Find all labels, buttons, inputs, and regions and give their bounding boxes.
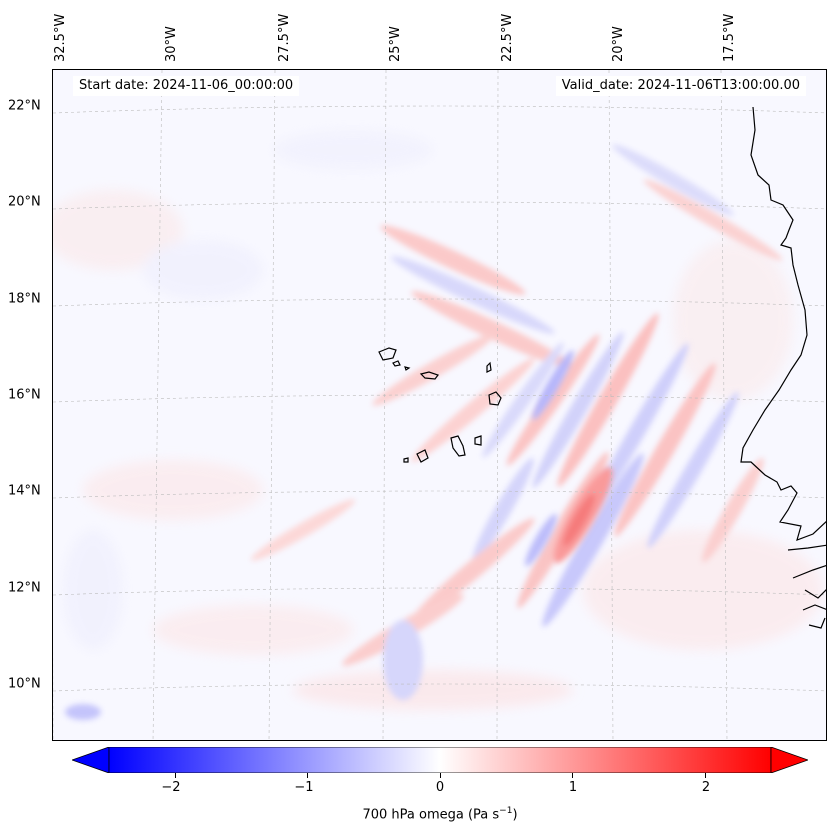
lat-label-18n: 18°N xyxy=(8,291,41,307)
colorbar-tick-label: 1 xyxy=(568,780,578,795)
island-sal xyxy=(486,361,492,373)
lat-label-16n: 16°N xyxy=(8,387,41,403)
lat-label-22n: 22°N xyxy=(8,98,41,114)
colorbar-tick-mark xyxy=(175,773,176,778)
lon-label-22.5w: 22.5°W xyxy=(500,13,515,62)
colorbar-extend-low xyxy=(70,746,110,774)
omega-shading xyxy=(53,70,826,740)
island-fogo xyxy=(416,449,429,463)
island-sao-vicente xyxy=(392,360,401,367)
colorbar-tick-mark xyxy=(705,773,706,778)
colorbar-tick-mark xyxy=(440,773,441,778)
colorbar xyxy=(70,746,810,774)
lat-label-12n: 12°N xyxy=(8,580,41,596)
colorbar-tick-label: 2 xyxy=(701,780,711,795)
parallel-gridline xyxy=(53,587,826,596)
colorbar-extend-high xyxy=(770,746,810,774)
valid-date-label: Valid_date: 2024-11-06T13:00:00.00 xyxy=(555,76,806,96)
lon-label-27.5w: 27.5°W xyxy=(277,13,292,62)
island-santa-luzia xyxy=(404,366,411,371)
parallel-gridline xyxy=(53,490,826,499)
colorbar-tick-mark xyxy=(307,773,308,778)
lon-label-30w: 30°W xyxy=(164,26,179,62)
start-date-label: Start date: 2024-11-06_00:00:00 xyxy=(73,76,300,96)
lon-label-20w: 20°W xyxy=(611,26,626,62)
omega-field-map xyxy=(53,70,826,740)
lon-label-32.5w: 32.5°W xyxy=(53,13,68,62)
colorbar-graphic xyxy=(70,746,810,774)
meridian-gridline xyxy=(152,70,163,740)
meridian-gridline xyxy=(382,70,387,740)
colorbar-tick-label: 0 xyxy=(435,780,445,795)
meridian-gridline xyxy=(608,70,614,740)
africa-coastline xyxy=(740,106,826,541)
colorbar-label-close: ) xyxy=(512,807,518,823)
coastlines xyxy=(378,106,826,629)
lon-label-17.5w: 17.5°W xyxy=(722,13,737,62)
colorbar-body xyxy=(108,746,772,774)
island-santiago xyxy=(450,435,466,457)
map-panel xyxy=(52,69,827,741)
meridian-gridline xyxy=(720,70,728,740)
gridlines xyxy=(53,70,826,740)
island-brava xyxy=(403,457,409,463)
parallel-gridline xyxy=(53,683,826,692)
colorbar-tick-label: −2 xyxy=(161,780,181,795)
parallel-gridline xyxy=(53,105,826,114)
colorbar-label-exponent: −1 xyxy=(499,806,513,816)
lat-label-10n: 10°N xyxy=(8,676,41,692)
lat-label-20n: 20°N xyxy=(8,194,41,210)
colorbar-tick-mark xyxy=(572,773,573,778)
island-boa-vista xyxy=(488,391,502,406)
island-santo-antao xyxy=(378,347,397,361)
parallel-gridline xyxy=(53,298,826,307)
lat-label-14n: 14°N xyxy=(8,483,41,499)
colorbar-label-text: 700 hPa omega (Pa s xyxy=(362,807,500,823)
island-maio xyxy=(474,435,482,446)
meridian-gridline xyxy=(496,70,499,740)
island-sao-nicolau xyxy=(419,371,439,380)
parallel-gridline xyxy=(53,394,826,403)
lon-label-25w: 25°W xyxy=(388,26,403,62)
colorbar-tick-label: −1 xyxy=(294,780,314,795)
africa-coastline-south xyxy=(787,544,826,629)
colorbar-label: 700 hPa omega (Pa s−1) xyxy=(0,806,837,822)
meridian-gridline xyxy=(268,70,276,740)
parallel-gridline xyxy=(53,201,826,210)
